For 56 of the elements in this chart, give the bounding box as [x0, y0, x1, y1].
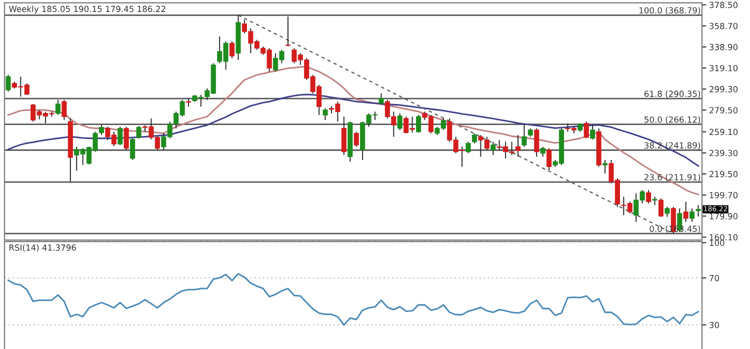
candlestick: [664, 206, 670, 218]
candlestick: [322, 108, 328, 120]
y-tick-label: 70: [710, 274, 719, 282]
candlestick: [341, 116, 346, 156]
chart-title: RSI(14) 41.3796: [10, 244, 76, 252]
candlestick: [285, 16, 290, 47]
y-tick-label: 358.70: [710, 22, 738, 30]
y-tick-label: 239.30: [710, 150, 738, 156]
candlestick: [136, 125, 142, 140]
candlestick: [62, 99, 67, 120]
candlestick: [515, 134, 521, 158]
y-tick-label: 100: [710, 240, 724, 246]
candlestick: [230, 41, 235, 59]
candlestick: [690, 208, 695, 222]
candlestick: [490, 141, 496, 156]
candlestick: [416, 114, 422, 134]
candlestick: [55, 99, 60, 116]
y-tick-label: 378.50: [710, 2, 738, 8]
candlestick: [540, 146, 546, 158]
candlestick: [696, 204, 701, 218]
candlestick: [646, 190, 652, 204]
candlestick: [546, 148, 552, 170]
y-tick-label: 219.50: [710, 170, 738, 178]
y-tick-label: 259.10: [710, 128, 738, 136]
y-tick-label: 30: [710, 322, 719, 328]
y-tick-label: 319.10: [710, 64, 738, 72]
candlestick: [124, 126, 129, 150]
candlestick: [683, 201, 688, 222]
candlestick: [584, 121, 589, 139]
candlestick: [522, 123, 527, 148]
candlestick: [118, 126, 123, 146]
candlestick: [466, 141, 471, 154]
y-tick-label: 299.30: [710, 86, 738, 92]
ref-line-label: 50.0 (266.12): [644, 116, 700, 124]
y-tick-label: 338.90: [710, 44, 738, 50]
candlestick: [472, 132, 477, 144]
chart-title: Weekly 185.05 190.15 179.45 186.22: [8, 6, 166, 14]
line-series: [7, 273, 700, 326]
ref-line-label: 38.2 (241.89): [644, 142, 700, 150]
y-tick-label: 179.90: [710, 213, 738, 220]
candlestick: [98, 124, 104, 136]
candlestick: [130, 138, 136, 160]
candlestick: [602, 160, 608, 174]
y-tick-label: 279.50: [710, 107, 738, 114]
candlestick: [397, 112, 402, 130]
candlestick: [590, 124, 596, 140]
y-tick-label: 199.70: [710, 192, 738, 198]
ref-line-label: 61.8 (290.35): [644, 90, 700, 98]
candlestick: [6, 74, 11, 92]
y-tick-label: 160.10: [710, 234, 738, 240]
ref-line-label: 100.0 (368.79): [640, 7, 700, 15]
candlestick: [354, 131, 359, 148]
candlestick: [378, 92, 384, 104]
candlestick: [658, 198, 664, 218]
ref-line-label: 23.6 (211.91): [644, 174, 700, 182]
candlestick: [534, 128, 540, 158]
